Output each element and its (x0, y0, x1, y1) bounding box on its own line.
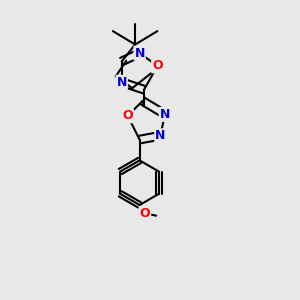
Text: N: N (134, 46, 145, 60)
Text: N: N (160, 108, 170, 121)
Text: O: O (122, 109, 133, 122)
Text: N: N (155, 129, 166, 142)
Text: O: O (140, 207, 150, 220)
Text: O: O (152, 59, 163, 72)
Text: N: N (117, 76, 127, 89)
